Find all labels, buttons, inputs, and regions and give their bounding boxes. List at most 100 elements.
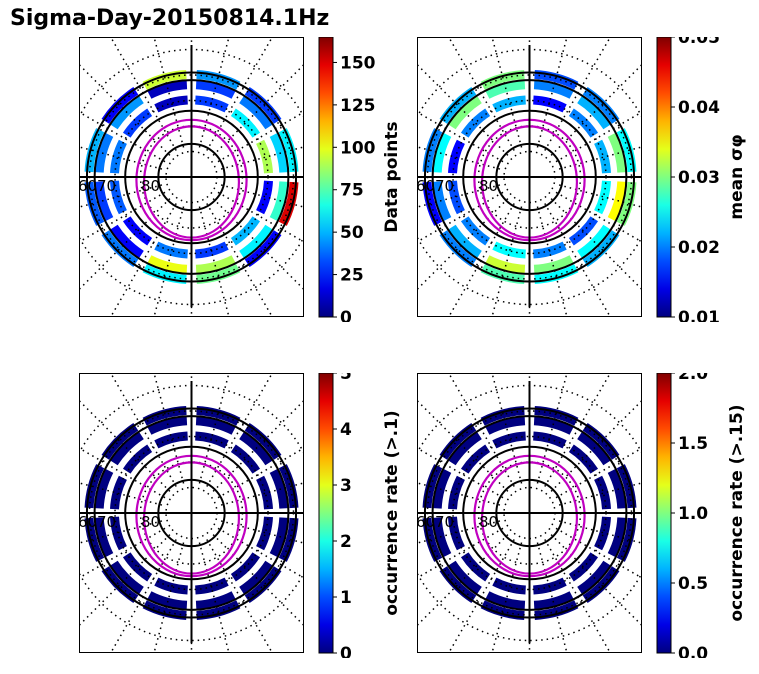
heatmap-bin (110, 516, 127, 551)
colorbar (656, 36, 672, 318)
lat-label: 70 (435, 513, 454, 531)
heatmap-bin (534, 264, 579, 284)
heatmap-bin (485, 255, 526, 274)
heatmap-bin (432, 132, 452, 173)
colorbar-tick-label: 0.0 (678, 644, 708, 658)
heatmap-bin (147, 416, 188, 435)
heatmap-bin (480, 264, 525, 284)
heatmap-bin (534, 406, 579, 426)
colorbar-tick-label: 75 (340, 181, 364, 201)
heatmap-bin (154, 95, 188, 113)
heatmap-bin (460, 444, 491, 474)
heatmap-bin (154, 577, 188, 595)
colorbar-tick-label: 1 (340, 588, 352, 608)
heatmap-bin (147, 80, 188, 99)
heatmap-bin (607, 132, 627, 173)
heatmap-bin (485, 591, 526, 610)
heatmap-bin (196, 264, 241, 284)
heatmap-bin (278, 517, 299, 562)
colorbar-tick-label: 25 (340, 266, 364, 286)
heatmap-bin (594, 180, 611, 215)
heatmap-bin (122, 108, 153, 138)
heatmap-bin (534, 70, 579, 90)
lat-label: 70 (435, 177, 454, 195)
heatmap-bin (110, 475, 127, 510)
heatmap-bin (122, 444, 153, 474)
colorbar-label: occurrence rate (>.15) (727, 404, 747, 621)
heatmap-bin (84, 464, 105, 509)
heatmap-bin (195, 80, 236, 99)
lat-label: 70 (97, 513, 116, 531)
plot-area (79, 37, 304, 317)
colorbar (656, 372, 672, 654)
heatmap-bin (534, 600, 579, 620)
colorbar-tick-label: 0 (340, 308, 352, 322)
heatmap-bin (533, 80, 574, 99)
heatmap-bin (147, 591, 188, 610)
colorbar-tick-label: 1.0 (678, 504, 708, 524)
heatmap-bin (448, 139, 465, 174)
figure-title: Sigma-Day-20150814.1Hz (10, 6, 330, 31)
heatmap-bin (492, 95, 526, 113)
heatmap-bin (195, 255, 236, 274)
heatmap-bin (147, 255, 188, 274)
heatmap-bin (616, 464, 637, 509)
heatmap-bin (533, 591, 574, 610)
heatmap-bin (616, 181, 637, 226)
polar-plot-svg: 60 70 80 0 25 50 75 100 125 150 Data points (78, 36, 402, 328)
colorbar-tick-label: 0.01 (678, 308, 720, 322)
polar-panel-mean-sigma: 60 70 80 0.01 0.02 0.03 0.04 0.05 mean σφ (416, 28, 752, 328)
heatmap-bin (142, 406, 187, 426)
colorbar-tick-label: 5 (340, 373, 352, 384)
heatmap-bin (460, 108, 491, 138)
heatmap-bin (607, 517, 627, 558)
colorbar-label: Data points (382, 121, 402, 232)
heatmap-bin (480, 600, 525, 620)
heatmap-bin (196, 406, 241, 426)
colorbar-tick-label: 4 (340, 420, 352, 440)
heatmap-bin (448, 180, 465, 215)
heatmap-bin (533, 416, 574, 435)
heatmap-bin (616, 517, 637, 562)
colorbar (318, 372, 334, 654)
colorbar-tick-label: 0.04 (678, 98, 720, 118)
heatmap-bin (122, 216, 153, 246)
lat-label: 60 (79, 177, 97, 195)
heatmap-bin (616, 128, 637, 173)
heatmap-bin (195, 416, 236, 435)
heatmap-bin (432, 468, 452, 509)
heatmap-bin (269, 181, 289, 222)
polar-panel-data-points: 60 70 80 0 25 50 75 100 125 150 Data points (78, 36, 414, 328)
heatmap-bin (84, 517, 105, 562)
heatmap-bin (278, 128, 299, 173)
axes-frame (79, 37, 304, 317)
lat-label: 80 (141, 513, 160, 531)
colorbar-tick-label: 2 (340, 532, 352, 552)
heatmap-bin (256, 475, 273, 510)
colorbar-tick-label: 1.5 (678, 434, 708, 454)
heatmap-bin (256, 516, 273, 551)
heatmap-bin (594, 139, 611, 174)
heatmap-bin (195, 591, 236, 610)
colorbar-tick-label: 3 (340, 476, 352, 496)
heatmap-bin (94, 468, 114, 509)
heatmap-bin (422, 181, 443, 226)
plot-area (417, 373, 642, 653)
lat-label: 80 (479, 513, 498, 531)
colorbar-tick-label: 0.05 (678, 37, 720, 48)
colorbar-tick-label: 125 (340, 96, 376, 116)
colorbar-tick-label: 0.5 (678, 574, 708, 594)
heatmap-bin (196, 70, 241, 90)
heatmap-bin (448, 475, 465, 510)
heatmap-bin (269, 517, 289, 558)
heatmap-bin (84, 128, 105, 173)
axes-frame (417, 37, 642, 317)
colorbar-tick-label: 0 (340, 644, 352, 658)
heatmap-bin (196, 600, 241, 620)
heatmap-bin (594, 516, 611, 551)
heatmap-bin (492, 241, 526, 259)
lat-label: 60 (417, 177, 435, 195)
heatmap-bin (269, 468, 289, 509)
colorbar-tick-label: 2.0 (678, 373, 708, 384)
axes-frame (417, 373, 642, 653)
